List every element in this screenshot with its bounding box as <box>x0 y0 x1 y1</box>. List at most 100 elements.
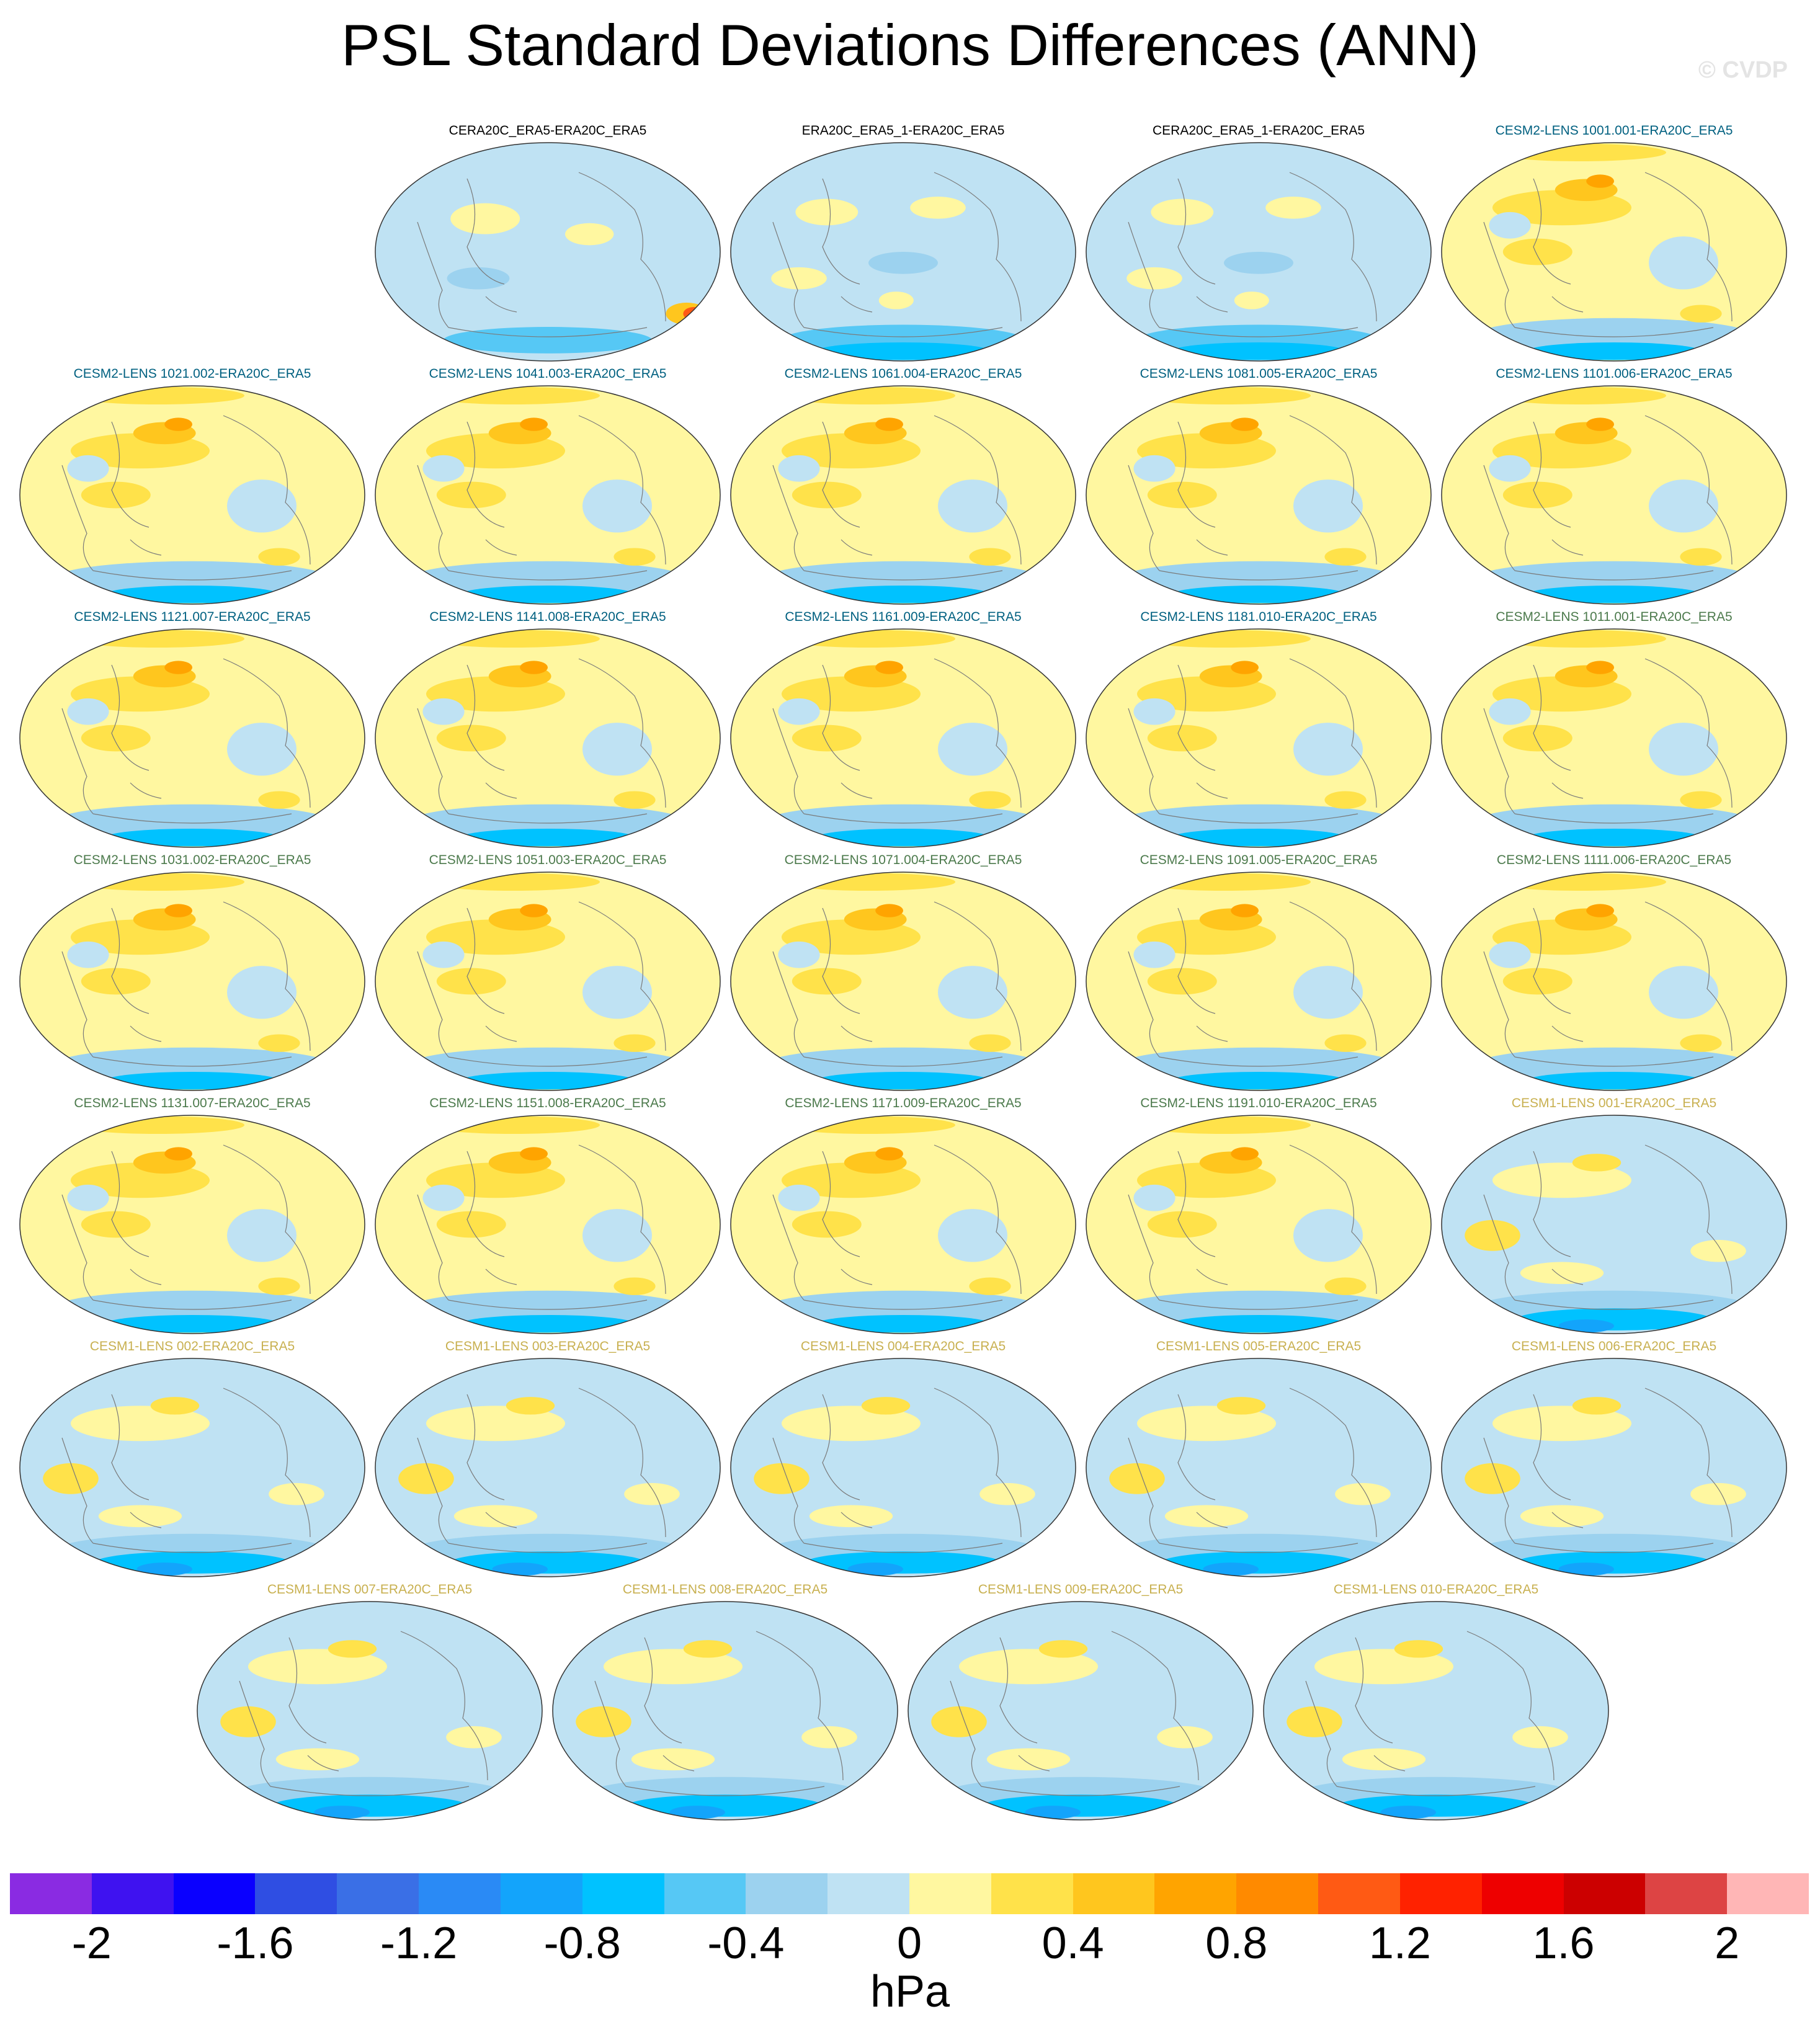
globe-map <box>1086 628 1432 848</box>
colorbar-swatch <box>1563 1873 1646 1914</box>
map-panel: CESM2-LENS 1021.002-ERA20C_ERA5 <box>19 366 366 605</box>
map-panel-grid: CERA20C_ERA5-ERA20C_ERA5 ERA20C_ERA5_1-ER… <box>19 123 1788 1821</box>
colorbar-tick-label: 1.6 <box>1532 1919 1595 1968</box>
globe-map <box>1086 142 1432 362</box>
globe-map <box>730 628 1076 848</box>
colorbar-tick-label: 0.4 <box>1042 1919 1104 1968</box>
colorbar-tick-label: -2 <box>71 1919 112 1968</box>
map-panel: CESM2-LENS 1131.007-ERA20C_ERA5 <box>19 1095 366 1335</box>
colorbar-tick-label: 0 <box>896 1919 922 1968</box>
map-panel: CESM1-LENS 008-ERA20C_ERA5 <box>551 1582 899 1821</box>
map-panel: CESM1-LENS 005-ERA20C_ERA5 <box>1085 1339 1432 1578</box>
panel-title: CESM2-LENS 1071.004-ERA20C_ERA5 <box>784 853 1022 867</box>
colorbar-swatch <box>255 1873 337 1914</box>
colorbar-swatch <box>337 1873 419 1914</box>
globe-map <box>375 1358 721 1577</box>
map-panel: CESM1-LENS 003-ERA20C_ERA5 <box>374 1339 721 1578</box>
globe-map <box>1441 1358 1787 1577</box>
panel-title: CESM1-LENS 001-ERA20C_ERA5 <box>1511 1096 1717 1110</box>
globe-map <box>19 1358 365 1577</box>
globe-map <box>1441 385 1787 605</box>
globe-map <box>730 142 1076 362</box>
panel-title: CESM1-LENS 003-ERA20C_ERA5 <box>445 1339 651 1353</box>
map-panel: CESM2-LENS 1171.009-ERA20C_ERA5 <box>729 1095 1077 1335</box>
colorbar-tick-label: -1.6 <box>216 1919 294 1968</box>
colorbar-swatch <box>1073 1873 1155 1914</box>
map-panel: CESM1-LENS 010-ERA20C_ERA5 <box>1262 1582 1610 1821</box>
panel-title: CESM2-LENS 1101.006-ERA20C_ERA5 <box>1496 367 1733 381</box>
colorbar-swatch <box>91 1873 174 1914</box>
colorbar-swatch <box>1318 1873 1401 1914</box>
globe-map <box>375 1115 721 1334</box>
globe-map <box>375 628 721 848</box>
panel-title: CESM2-LENS 1171.009-ERA20C_ERA5 <box>785 1096 1022 1110</box>
globe-map <box>375 142 721 362</box>
panel-title: CESM2-LENS 1181.010-ERA20C_ERA5 <box>1140 610 1377 624</box>
globe-map <box>730 385 1076 605</box>
colorbar-tick-label: 2 <box>1715 1919 1740 1968</box>
map-panel: CESM2-LENS 1151.008-ERA20C_ERA5 <box>374 1095 721 1335</box>
panel-title: CESM1-LENS 007-ERA20C_ERA5 <box>267 1582 473 1597</box>
colorbar-tick-label: 1.2 <box>1368 1919 1431 1968</box>
panel-title: CESM2-LENS 1141.008-ERA20C_ERA5 <box>429 610 666 624</box>
colorbar-swatch <box>827 1873 910 1914</box>
map-panel: CESM2-LENS 1101.006-ERA20C_ERA5 <box>1440 366 1788 605</box>
panel-title: CERA20C_ERA5_1-ERA20C_ERA5 <box>1153 123 1365 138</box>
globe-map <box>197 1601 543 1821</box>
map-panel: CESM2-LENS 1111.006-ERA20C_ERA5 <box>1440 852 1788 1092</box>
panel-title: CESM2-LENS 1091.005-ERA20C_ERA5 <box>1140 853 1378 867</box>
globe-map <box>1441 142 1787 362</box>
colorbar-swatch <box>1481 1873 1564 1914</box>
globe-map <box>1086 1115 1432 1334</box>
globe-map <box>730 1115 1076 1334</box>
map-panel: CESM2-LENS 1071.004-ERA20C_ERA5 <box>729 852 1077 1092</box>
panel-title: CESM1-LENS 006-ERA20C_ERA5 <box>1511 1339 1717 1353</box>
map-panel: CESM2-LENS 1061.004-ERA20C_ERA5 <box>729 366 1077 605</box>
panel-title: CESM1-LENS 004-ERA20C_ERA5 <box>800 1339 1006 1353</box>
page-title: PSL Standard Deviations Differences (ANN… <box>341 12 1479 78</box>
colorbar-units: hPa <box>870 1967 950 2017</box>
map-panel: CESM2-LENS 1161.009-ERA20C_ERA5 <box>729 609 1077 849</box>
colorbar-swatch <box>1154 1873 1237 1914</box>
colorbar-swatch <box>1645 1873 1728 1914</box>
map-panel: CESM1-LENS 007-ERA20C_ERA5 <box>196 1582 543 1821</box>
globe-map <box>19 1115 365 1334</box>
colorbar-swatch <box>419 1873 501 1914</box>
map-panel: CESM2-LENS 1041.003-ERA20C_ERA5 <box>374 366 721 605</box>
map-panel: CERA20C_ERA5_1-ERA20C_ERA5 <box>1085 123 1432 362</box>
map-panel: CESM2-LENS 1081.005-ERA20C_ERA5 <box>1085 366 1432 605</box>
colorbar-swatch <box>1727 1873 1809 1914</box>
map-panel: CESM2-LENS 1191.010-ERA20C_ERA5 <box>1085 1095 1432 1335</box>
colorbar-swatch <box>1236 1873 1319 1914</box>
map-panel: CESM2-LENS 1181.010-ERA20C_ERA5 <box>1085 609 1432 849</box>
panel-title: CESM2-LENS 1011.001-ERA20C_ERA5 <box>1496 610 1733 624</box>
map-panel: CESM2-LENS 1001.001-ERA20C_ERA5 <box>1440 123 1788 362</box>
panel-title: CESM2-LENS 1131.007-ERA20C_ERA5 <box>74 1096 311 1110</box>
map-panel: CESM2-LENS 1051.003-ERA20C_ERA5 <box>374 852 721 1092</box>
colorbar-swatch <box>664 1873 746 1914</box>
globe-map <box>1086 871 1432 1091</box>
map-panel: CESM1-LENS 002-ERA20C_ERA5 <box>19 1339 366 1578</box>
panel-title: CESM1-LENS 008-ERA20C_ERA5 <box>622 1582 828 1597</box>
globe-map <box>1441 1115 1787 1334</box>
globe-map <box>730 1358 1076 1577</box>
map-panel: CESM1-LENS 009-ERA20C_ERA5 <box>907 1582 1254 1821</box>
map-panel: CESM2-LENS 1121.007-ERA20C_ERA5 <box>19 609 366 849</box>
globe-map <box>1263 1601 1609 1821</box>
panel-title: CESM2-LENS 1041.003-ERA20C_ERA5 <box>429 367 667 381</box>
globe-map <box>1441 628 1787 848</box>
map-panel: CESM1-LENS 004-ERA20C_ERA5 <box>729 1339 1077 1578</box>
panel-title: CESM2-LENS 1191.010-ERA20C_ERA5 <box>1140 1096 1377 1110</box>
map-panel: CESM2-LENS 1091.005-ERA20C_ERA5 <box>1085 852 1432 1092</box>
panel-title: CESM2-LENS 1111.006-ERA20C_ERA5 <box>1496 853 1732 867</box>
colorbar-tick-label: 0.8 <box>1205 1919 1268 1968</box>
panel-title: CESM2-LENS 1081.005-ERA20C_ERA5 <box>1140 367 1378 381</box>
panel-title: CESM2-LENS 1161.009-ERA20C_ERA5 <box>785 610 1022 624</box>
globe-map <box>375 385 721 605</box>
globe-map <box>19 871 365 1091</box>
map-panel: CERA20C_ERA5-ERA20C_ERA5 <box>374 123 721 362</box>
map-panel: CESM1-LENS 001-ERA20C_ERA5 <box>1440 1095 1788 1335</box>
panel-title: CESM2-LENS 1061.004-ERA20C_ERA5 <box>784 367 1022 381</box>
colorbar-swatch <box>991 1873 1074 1914</box>
map-panel: ERA20C_ERA5_1-ERA20C_ERA5 <box>729 123 1077 362</box>
